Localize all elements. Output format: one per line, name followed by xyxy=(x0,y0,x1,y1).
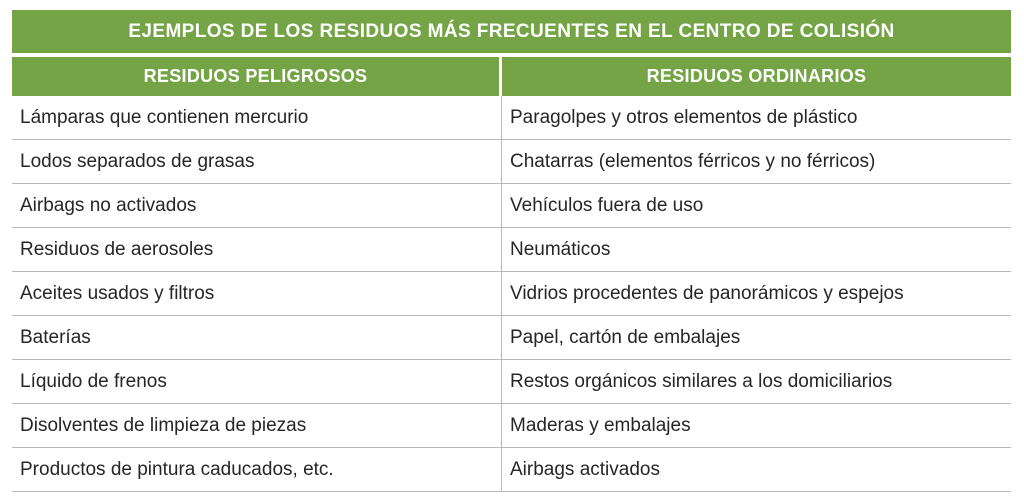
table-row: Baterías Papel, cartón de embalajes xyxy=(12,316,1011,360)
ordinary-cell: Vehículos fuera de uso xyxy=(502,184,1011,228)
ordinary-cell: Neumáticos xyxy=(502,228,1011,272)
hazardous-cell: Baterías xyxy=(12,316,502,360)
waste-table-container: EJEMPLOS DE LOS RESIDUOS MÁS FRECUENTES … xyxy=(12,10,1011,492)
hazardous-cell: Residuos de aerosoles xyxy=(12,228,502,272)
table-row: Lodos separados de grasas Chatarras (ele… xyxy=(12,140,1011,184)
ordinary-cell: Maderas y embalajes xyxy=(502,404,1011,448)
ordinary-cell: Chatarras (elementos férricos y no férri… xyxy=(502,140,1011,184)
table-row: Lámparas que contienen mercurio Paragolp… xyxy=(12,96,1011,140)
column-header-hazardous: RESIDUOS PELIGROSOS xyxy=(12,57,502,96)
hazardous-cell: Productos de pintura caducados, etc. xyxy=(12,448,502,492)
table-row: Disolventes de limpieza de piezas Madera… xyxy=(12,404,1011,448)
table-title: EJEMPLOS DE LOS RESIDUOS MÁS FRECUENTES … xyxy=(12,10,1011,57)
hazardous-cell: Airbags no activados xyxy=(12,184,502,228)
ordinary-cell: Restos orgánicos similares a los domicil… xyxy=(502,360,1011,404)
ordinary-cell: Vidrios procedentes de panorámicos y esp… xyxy=(502,272,1011,316)
waste-table: EJEMPLOS DE LOS RESIDUOS MÁS FRECUENTES … xyxy=(12,10,1011,492)
table-row: Productos de pintura caducados, etc. Air… xyxy=(12,448,1011,492)
column-header-ordinary: RESIDUOS ORDINARIOS xyxy=(502,57,1011,96)
hazardous-cell: Aceites usados y filtros xyxy=(12,272,502,316)
ordinary-cell: Airbags activados xyxy=(502,448,1011,492)
hazardous-cell: Líquido de frenos xyxy=(12,360,502,404)
table-row: Líquido de frenos Restos orgánicos simil… xyxy=(12,360,1011,404)
ordinary-cell: Papel, cartón de embalajes xyxy=(502,316,1011,360)
hazardous-cell: Lodos separados de grasas xyxy=(12,140,502,184)
table-row: Residuos de aerosoles Neumáticos xyxy=(12,228,1011,272)
table-row: Aceites usados y filtros Vidrios procede… xyxy=(12,272,1011,316)
hazardous-cell: Disolventes de limpieza de piezas xyxy=(12,404,502,448)
hazardous-cell: Lámparas que contienen mercurio xyxy=(12,96,502,140)
ordinary-cell: Paragolpes y otros elementos de plástico xyxy=(502,96,1011,140)
table-row: Airbags no activados Vehículos fuera de … xyxy=(12,184,1011,228)
